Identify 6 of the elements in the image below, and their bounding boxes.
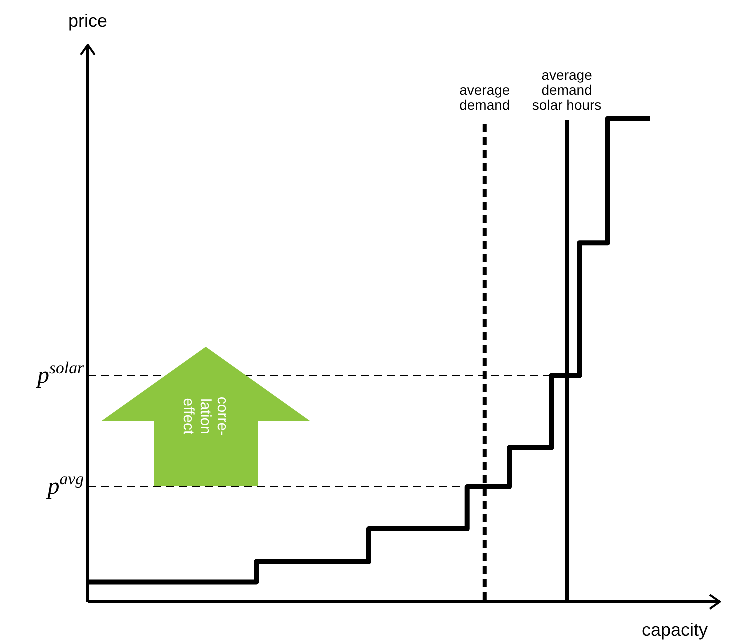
up-arrow: corre- lation effect — [100, 345, 312, 488]
annotation: corre- lation effect — [180, 396, 232, 436]
x-axis-title: capacity — [642, 620, 708, 640]
text: average demand solar hours — [532, 67, 602, 113]
y-axis-title: price — [68, 11, 108, 31]
text: average demand — [460, 82, 510, 113]
